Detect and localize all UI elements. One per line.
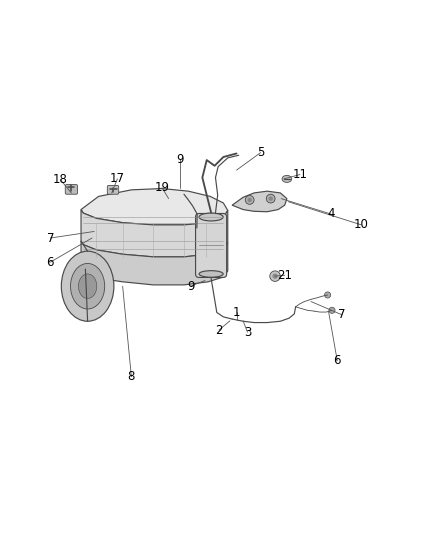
Text: 2: 2 [215,324,223,336]
FancyBboxPatch shape [195,214,227,278]
Circle shape [247,198,252,202]
Ellipse shape [282,175,292,182]
Text: 19: 19 [155,181,170,194]
Text: 17: 17 [110,172,125,185]
Text: 8: 8 [128,370,135,383]
Circle shape [245,196,254,204]
Text: 9: 9 [187,280,194,293]
Polygon shape [232,191,287,212]
Polygon shape [81,241,228,285]
Text: 3: 3 [244,326,251,338]
Text: 11: 11 [293,168,307,181]
Ellipse shape [61,251,114,321]
Text: 6: 6 [46,256,54,269]
Circle shape [268,197,273,201]
Ellipse shape [199,213,223,221]
Polygon shape [81,189,228,225]
Text: 5: 5 [257,146,264,159]
Circle shape [325,292,331,298]
Text: 9: 9 [176,152,184,166]
Polygon shape [81,209,228,257]
Circle shape [270,271,280,281]
FancyBboxPatch shape [107,185,119,194]
Ellipse shape [199,271,223,277]
Text: 18: 18 [53,173,68,186]
FancyBboxPatch shape [65,184,78,194]
Text: 4: 4 [327,207,335,221]
Text: 7: 7 [46,231,54,245]
Text: 10: 10 [354,219,369,231]
Text: 6: 6 [333,354,341,367]
Text: 21: 21 [277,269,292,282]
Text: 1: 1 [233,306,240,319]
Circle shape [266,194,275,203]
Circle shape [329,307,335,313]
Circle shape [272,273,278,279]
Ellipse shape [71,263,105,309]
Text: 7: 7 [338,308,346,321]
Ellipse shape [78,274,97,298]
